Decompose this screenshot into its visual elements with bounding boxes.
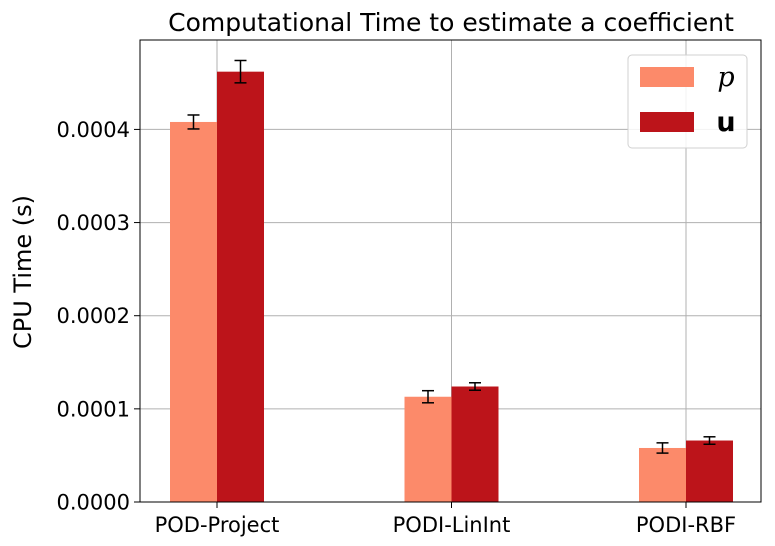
bar-p-0	[170, 121, 217, 502]
x-tick-label: POD-Project	[155, 513, 280, 537]
bar-group	[170, 71, 733, 502]
y-tick-label: 0.0003	[57, 211, 130, 235]
bar-u-0	[217, 71, 264, 502]
x-tick-label: PODI-RBF	[636, 513, 736, 537]
legend-label-u: u	[716, 107, 735, 138]
bar-u-1	[451, 386, 499, 502]
legend-swatch-u	[640, 112, 694, 132]
error-bar-group	[187, 59, 716, 454]
y-tick-label: 0.0001	[57, 397, 130, 421]
legend-swatch-p	[640, 67, 694, 87]
legend-label-p: p	[717, 62, 734, 93]
bar-p-2	[639, 447, 686, 502]
plot-frame	[139, 39, 762, 503]
bar-p-1	[404, 396, 452, 502]
legend: pu	[627, 54, 748, 149]
bar-u-2	[686, 440, 733, 502]
chart-title: Computational Time to estimate a coeffic…	[168, 8, 734, 37]
x-tick-label: PODI-LinInt	[393, 513, 511, 537]
y-axis-ticks: 0.0000 0.0001 0.0002 0.0003 0.0004	[57, 118, 140, 515]
y-tick-label: 0.0000	[57, 491, 130, 515]
y-tick-label: 0.0004	[57, 118, 130, 142]
y-axis-label: CPU Time (s)	[9, 195, 37, 349]
y-tick-label: 0.0002	[57, 304, 130, 328]
x-axis-ticks: POD-Project PODI-LinInt PODI-RBF	[155, 502, 736, 537]
